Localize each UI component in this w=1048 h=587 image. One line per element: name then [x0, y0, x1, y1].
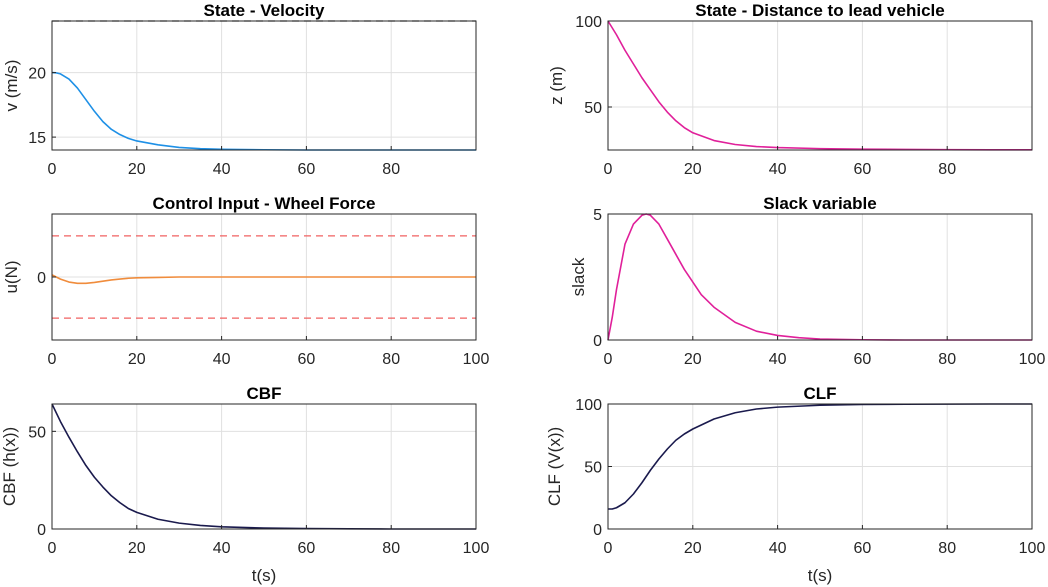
y-tick-label: 5 [593, 207, 602, 224]
axes-frame [51, 403, 477, 530]
y-tick-label: 100 [575, 14, 602, 31]
x-tick-label: 40 [769, 540, 787, 557]
y-tick-label: 50 [584, 460, 602, 477]
x-tick-label: 80 [382, 540, 400, 557]
plot-area [608, 21, 1032, 150]
x-tick-label: 80 [938, 161, 956, 178]
x-tick-label: 20 [684, 540, 702, 557]
plot-area [52, 404, 476, 529]
chart-title: Control Input - Wheel Force [153, 194, 376, 213]
chart-title: CLF [803, 384, 836, 403]
x-tick-label: 0 [604, 540, 613, 557]
x-tick-label: 40 [213, 351, 231, 368]
y-tick-label: 0 [37, 522, 46, 539]
x-tick-label: 20 [128, 351, 146, 368]
y-tick-label: 0 [593, 522, 602, 539]
x-tick-label: 80 [382, 351, 400, 368]
subplot-control: 0 20 40 60 80 100 0 Control Input - Wheel Force… [2, 194, 489, 368]
x-tick-label: 100 [1019, 351, 1046, 368]
x-tick-label: 0 [48, 351, 57, 368]
y-axis-label: u(N) [2, 260, 21, 293]
x-tick-label: 100 [1019, 540, 1046, 557]
y-tick-label: 100 [575, 397, 602, 414]
subplot-clf: 0 20 40 60 80 100 0 50 100 CLF CLF (V(x)) t(s) [545, 384, 1045, 585]
chart-title: State - Velocity [204, 1, 325, 20]
x-tick-label: 80 [938, 540, 956, 557]
x-tick-label: 0 [604, 351, 613, 368]
x-tick-label: 100 [463, 351, 490, 368]
x-tick-label: 60 [854, 351, 872, 368]
x-tick-label: 0 [604, 161, 613, 178]
subplot-distance: 0 20 40 60 80 50 100 State - Distance to lead v… [547, 1, 1033, 178]
y-tick-label: 20 [28, 66, 46, 83]
x-tick-label: 100 [463, 540, 490, 557]
x-tick-label: 0 [48, 161, 57, 178]
y-axis-label: z (m) [547, 66, 566, 105]
x-tick-label: 0 [48, 540, 57, 557]
plot-area [608, 214, 1032, 340]
x-tick-label: 60 [298, 351, 316, 368]
axes-frame [607, 20, 1033, 151]
grid [51, 21, 476, 150]
y-axis-label: CBF (h(x)) [0, 427, 19, 506]
x-tick-label: 60 [854, 161, 872, 178]
axes-frame [607, 213, 1033, 341]
x-tick-label: 20 [128, 540, 146, 557]
chart-title: Slack variable [763, 194, 876, 213]
y-tick-label: 15 [28, 130, 46, 147]
subplot-cbf: 0 20 40 60 80 100 0 50 CBF CBF (h(x)) t(s) [0, 384, 489, 585]
y-axis-label: slack [569, 257, 588, 296]
x-tick-label: 40 [769, 161, 787, 178]
series-line [607, 20, 1032, 151]
x-tick-label: 40 [213, 540, 231, 557]
x-tick-label: 60 [298, 161, 316, 178]
chart-title: State - Distance to lead vehicle [695, 1, 944, 20]
y-axis-label: v (m/s) [2, 60, 21, 112]
axes-frame [51, 20, 477, 151]
y-tick-label: 50 [584, 100, 602, 117]
x-axis-label: t(s) [252, 566, 277, 585]
y-tick-label: 50 [28, 424, 46, 441]
x-tick-label: 60 [298, 540, 316, 557]
subplot-slack: 0 20 40 60 80 100 0 5 Slack variable slack [569, 194, 1045, 368]
x-tick-label: 40 [213, 161, 231, 178]
x-tick-label: 80 [382, 161, 400, 178]
x-tick-label: 80 [938, 351, 956, 368]
chart-title: CBF [247, 384, 282, 403]
x-tick-label: 20 [128, 161, 146, 178]
x-tick-label: 60 [854, 540, 872, 557]
series-line [51, 274, 476, 285]
x-tick-label: 20 [684, 161, 702, 178]
x-tick-label: 40 [769, 351, 787, 368]
y-axis-label: CLF (V(x)) [545, 427, 564, 506]
y-tick-label: 0 [37, 270, 46, 287]
y-tick-label: 0 [593, 333, 602, 350]
x-axis-label: t(s) [808, 566, 833, 585]
subplot-velocity: 0 20 40 60 80 15 20 State - Velocity v (m/s) [2, 1, 477, 178]
plot-area [52, 21, 476, 150]
x-tick-label: 20 [684, 351, 702, 368]
